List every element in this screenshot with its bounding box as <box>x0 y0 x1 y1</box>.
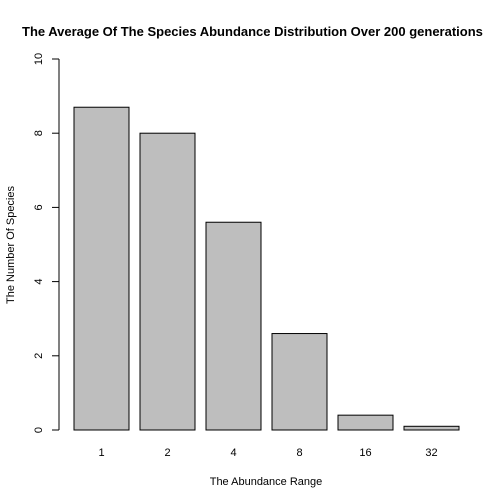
bar-1 <box>73 106 130 431</box>
x-tick-label: 4 <box>230 447 236 459</box>
y-tick-label: 6 <box>33 204 45 210</box>
y-axis-label: The Number Of Species <box>5 186 17 304</box>
y-tick-label: 8 <box>33 130 45 136</box>
x-tick-label: 1 <box>98 447 104 459</box>
y-tick-label: 10 <box>33 53 45 65</box>
y-tick-label: 4 <box>33 279 45 285</box>
x-axis-label: The Abundance Range <box>210 476 323 488</box>
bars-group <box>73 106 460 431</box>
y-tick-label: 0 <box>33 427 45 433</box>
bar-4 <box>205 221 262 431</box>
bar-8 <box>271 333 328 431</box>
x-tick-label: 8 <box>296 447 302 459</box>
y-axis: 0 2 4 6 8 10 <box>33 53 60 433</box>
bar-2 <box>139 132 196 431</box>
y-tick-label: 2 <box>33 353 45 359</box>
x-tick-label: 2 <box>164 447 170 459</box>
bar-16 <box>337 414 394 431</box>
x-tick-label: 32 <box>425 447 437 459</box>
x-tick-labels: 1 2 4 8 16 32 <box>98 447 437 459</box>
chart-title: The Average Of The Species Abundance Dis… <box>22 24 483 39</box>
bar-32 <box>403 425 460 431</box>
x-tick-label: 16 <box>359 447 371 459</box>
